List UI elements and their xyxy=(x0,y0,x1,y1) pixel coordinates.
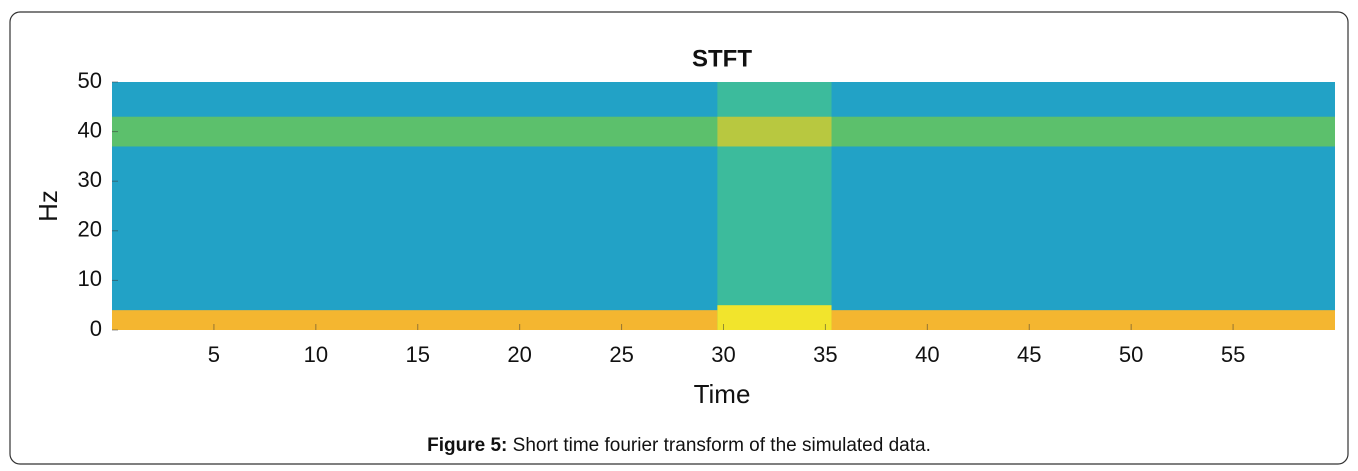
y-tick-label: 10 xyxy=(78,266,102,291)
x-axis-label: Time xyxy=(694,379,751,409)
x-tick-label: 25 xyxy=(609,342,633,367)
x-tick-label: 45 xyxy=(1017,342,1041,367)
spectrogram-region xyxy=(717,305,832,330)
y-tick-label: 0 xyxy=(90,316,102,341)
y-tick-label: 20 xyxy=(78,217,102,242)
x-tick-label: 20 xyxy=(507,342,531,367)
y-tick-label: 30 xyxy=(78,167,102,192)
figure-border xyxy=(9,11,1349,465)
x-tick-label: 50 xyxy=(1119,342,1143,367)
chart-title: STFT xyxy=(692,45,752,72)
caption-text: Short time fourier transform of the simu… xyxy=(513,435,931,456)
caption-label: Figure 5: xyxy=(427,435,507,456)
y-axis-label: Hz xyxy=(33,190,63,222)
x-tick-label: 15 xyxy=(406,342,430,367)
caption: Figure 5: Short time fourier transform o… xyxy=(427,435,931,456)
x-tick-label: 30 xyxy=(711,342,735,367)
spectrogram-region xyxy=(717,116,832,147)
x-tick-label: 40 xyxy=(915,342,939,367)
x-tick-label: 55 xyxy=(1221,342,1245,367)
x-tick-label: 10 xyxy=(304,342,328,367)
y-tick-label: 40 xyxy=(78,117,102,142)
y-tick-label: 50 xyxy=(78,68,102,93)
x-tick-label: 35 xyxy=(813,342,837,367)
x-tick-label: 5 xyxy=(208,342,220,367)
